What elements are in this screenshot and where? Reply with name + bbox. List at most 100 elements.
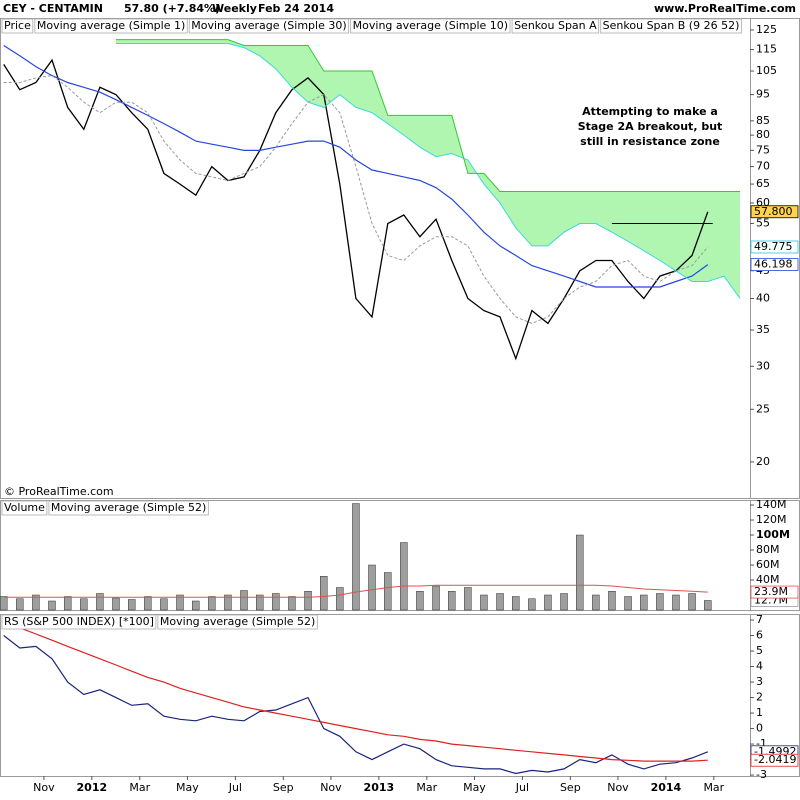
volume-bar: [272, 593, 280, 611]
series-line: [3, 58, 709, 361]
volume-bar: [176, 594, 184, 611]
volume-bar: [384, 572, 392, 611]
value-label: -2.0419: [754, 753, 796, 766]
volume-bar: [320, 576, 328, 611]
y-tick-label: 115: [756, 43, 777, 56]
x-tick-label: May: [463, 781, 486, 794]
legend-box: [1, 500, 48, 516]
volume-bar: [256, 594, 264, 611]
volume-bar: [640, 594, 648, 611]
x-tick-label: 2014: [651, 781, 682, 794]
legend-label: Moving average (Simple 52): [160, 615, 315, 628]
value-label: 46.198: [754, 258, 793, 271]
volume-bar: [544, 594, 552, 611]
y-tick-label: 80M: [756, 543, 780, 556]
x-tick-label: Nov: [607, 781, 629, 794]
y-tick-label: 25: [756, 402, 770, 415]
volume-bar: [432, 585, 440, 611]
series-line: [3, 75, 709, 324]
volume-bar: [416, 591, 424, 611]
legend-box: [34, 18, 188, 34]
volume-bar: [560, 593, 568, 611]
volume-bar: [208, 596, 216, 611]
volume-bar: [112, 597, 120, 611]
y-tick-label: 7: [756, 613, 763, 626]
x-tick-label: Mar: [416, 781, 437, 794]
y-tick-label: 100M: [756, 528, 790, 541]
y-tick-label: 30: [756, 359, 770, 372]
legend-label: Moving average (Simple 52): [51, 501, 206, 514]
legend-label: RS (S&P 500 INDEX) [*100]: [4, 615, 154, 628]
annotation: still in resistance zone: [580, 135, 720, 148]
x-tick-label: 2013: [364, 781, 395, 794]
volume-bar: [400, 542, 408, 611]
y-tick-label: 95: [756, 88, 770, 101]
volume-bar: [304, 591, 312, 611]
legend-box: [1, 614, 157, 630]
series-line: [3, 635, 709, 775]
legend-box: [1, 18, 34, 34]
copyright: © ProRealTime.com: [4, 485, 114, 498]
y-tick-label: 65: [756, 177, 770, 190]
volume-bar: [576, 534, 584, 611]
volume-bar: [16, 598, 24, 611]
y-tick-label: 6: [756, 629, 763, 642]
volume-bar: [528, 598, 536, 611]
volume-bar: [127, 599, 136, 611]
volume-bar: [592, 594, 600, 611]
legend-label: Moving average (Simple 10): [353, 19, 508, 32]
x-tick-label: May: [176, 781, 199, 794]
y-tick-label: -3: [756, 768, 767, 781]
volume-bar: [352, 503, 360, 611]
y-tick-label: 140M: [756, 498, 787, 511]
y-tick-label: 80: [756, 128, 770, 141]
site: www.ProRealTime.com: [654, 2, 796, 15]
value-label-box: [750, 258, 799, 271]
x-tick-label: Jul: [228, 781, 242, 794]
legend-box: [188, 18, 350, 34]
x-tick-label: Mar: [703, 781, 724, 794]
y-tick-label: 4: [756, 660, 763, 673]
volume-bar: [32, 594, 40, 611]
value-label: 49.775: [754, 240, 793, 253]
annotation: Attempting to make a: [582, 105, 718, 118]
legend-label: Senkou Span B (9 26 52): [603, 19, 740, 32]
value-label-box: [750, 585, 799, 599]
y-tick-label: 125: [756, 23, 777, 36]
volume-bar: [288, 596, 296, 611]
y-tick-label: 85: [756, 114, 770, 127]
volume-bar: [80, 598, 88, 611]
y-tick-label: 20: [756, 455, 770, 468]
y-tick-label: 0: [756, 722, 763, 735]
series-line: [3, 44, 709, 288]
y-tick-label: 40M: [756, 573, 780, 586]
volume-bar: [368, 564, 376, 611]
x-tick-label: Jul: [515, 781, 529, 794]
volume-bar: [624, 596, 632, 611]
volume-bar: [672, 594, 680, 611]
volume-bar: [240, 590, 248, 611]
legend-box: [600, 18, 742, 34]
y-tick-label: 35: [756, 323, 770, 336]
y-tick-label: 40: [756, 292, 770, 305]
volume-bar: [0, 596, 8, 611]
legend-box: [48, 500, 209, 516]
y-tick-label: 5: [756, 644, 763, 657]
volume-bar: [496, 593, 504, 611]
legend-label: Price: [4, 19, 31, 32]
volume-bar: [144, 596, 152, 611]
volume-bar: [464, 587, 472, 611]
volume-bar: [512, 596, 520, 611]
period: Weekly: [212, 2, 257, 15]
y-tick-label: 105: [756, 64, 777, 77]
x-tick-label: Sep: [560, 781, 581, 794]
volume-bar: [688, 593, 696, 611]
volume-bar: [160, 598, 168, 611]
series-line: [116, 39, 740, 192]
volume-bar: [224, 594, 232, 611]
value-label: 23.9M: [754, 585, 788, 598]
series-line: [3, 584, 708, 598]
legend-label: Moving average (Simple 30): [191, 19, 346, 32]
